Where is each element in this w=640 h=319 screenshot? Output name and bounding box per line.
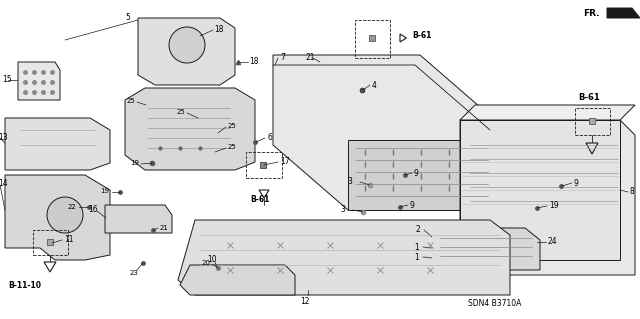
Text: FR.: FR. bbox=[584, 9, 600, 18]
Text: 7: 7 bbox=[280, 53, 285, 62]
Text: 10: 10 bbox=[207, 256, 216, 264]
Text: 15: 15 bbox=[2, 76, 12, 85]
Text: 2: 2 bbox=[415, 225, 420, 234]
Text: 13: 13 bbox=[0, 132, 8, 142]
Text: 12: 12 bbox=[300, 298, 310, 307]
Text: 9: 9 bbox=[574, 179, 579, 188]
Polygon shape bbox=[460, 105, 635, 120]
Text: 3: 3 bbox=[340, 204, 345, 213]
Polygon shape bbox=[607, 8, 640, 18]
Polygon shape bbox=[273, 55, 495, 210]
Polygon shape bbox=[5, 175, 110, 260]
Text: B-61: B-61 bbox=[412, 31, 431, 40]
Circle shape bbox=[169, 27, 205, 63]
Text: 24: 24 bbox=[548, 238, 557, 247]
Text: 14: 14 bbox=[0, 180, 8, 189]
Text: 19: 19 bbox=[549, 202, 559, 211]
Polygon shape bbox=[138, 18, 235, 85]
Text: 6: 6 bbox=[267, 133, 272, 143]
Polygon shape bbox=[125, 88, 255, 170]
Bar bbox=[355, 20, 390, 58]
Polygon shape bbox=[105, 205, 172, 233]
Text: 8: 8 bbox=[630, 188, 635, 197]
Polygon shape bbox=[460, 120, 635, 275]
Text: 17: 17 bbox=[280, 158, 290, 167]
Text: 25: 25 bbox=[228, 144, 237, 150]
Polygon shape bbox=[5, 118, 110, 170]
Text: 1: 1 bbox=[414, 253, 419, 262]
Text: 9: 9 bbox=[414, 168, 419, 177]
Text: 21: 21 bbox=[160, 225, 169, 231]
Text: 5: 5 bbox=[125, 13, 130, 23]
Bar bbox=[575, 108, 610, 135]
Polygon shape bbox=[18, 62, 60, 100]
Text: 1: 1 bbox=[414, 242, 419, 251]
Polygon shape bbox=[180, 265, 295, 295]
Text: 11: 11 bbox=[64, 235, 74, 244]
Text: 22: 22 bbox=[68, 204, 77, 210]
Text: 18: 18 bbox=[214, 26, 223, 34]
Text: 20: 20 bbox=[202, 260, 211, 266]
Text: 3: 3 bbox=[347, 176, 352, 186]
Bar bbox=[33, 230, 68, 255]
Polygon shape bbox=[348, 140, 495, 210]
Polygon shape bbox=[178, 220, 510, 295]
Text: 21: 21 bbox=[305, 54, 314, 63]
Text: 25: 25 bbox=[228, 123, 237, 129]
Text: 9: 9 bbox=[410, 201, 415, 210]
Text: 19: 19 bbox=[130, 160, 139, 166]
Text: 19: 19 bbox=[100, 188, 109, 194]
Text: 16: 16 bbox=[88, 205, 98, 214]
Circle shape bbox=[47, 197, 83, 233]
Text: 25: 25 bbox=[177, 109, 186, 115]
Text: B-61: B-61 bbox=[578, 93, 600, 102]
Text: 23: 23 bbox=[130, 270, 139, 276]
Text: 4: 4 bbox=[372, 80, 377, 90]
Text: 25: 25 bbox=[127, 98, 136, 104]
Text: B-61: B-61 bbox=[250, 196, 269, 204]
Text: B-11-10: B-11-10 bbox=[8, 280, 41, 290]
Polygon shape bbox=[432, 228, 540, 270]
Bar bbox=[246, 152, 282, 178]
Text: SDN4 B3710A: SDN4 B3710A bbox=[468, 299, 522, 308]
Text: 18: 18 bbox=[249, 57, 259, 66]
Polygon shape bbox=[460, 120, 620, 260]
